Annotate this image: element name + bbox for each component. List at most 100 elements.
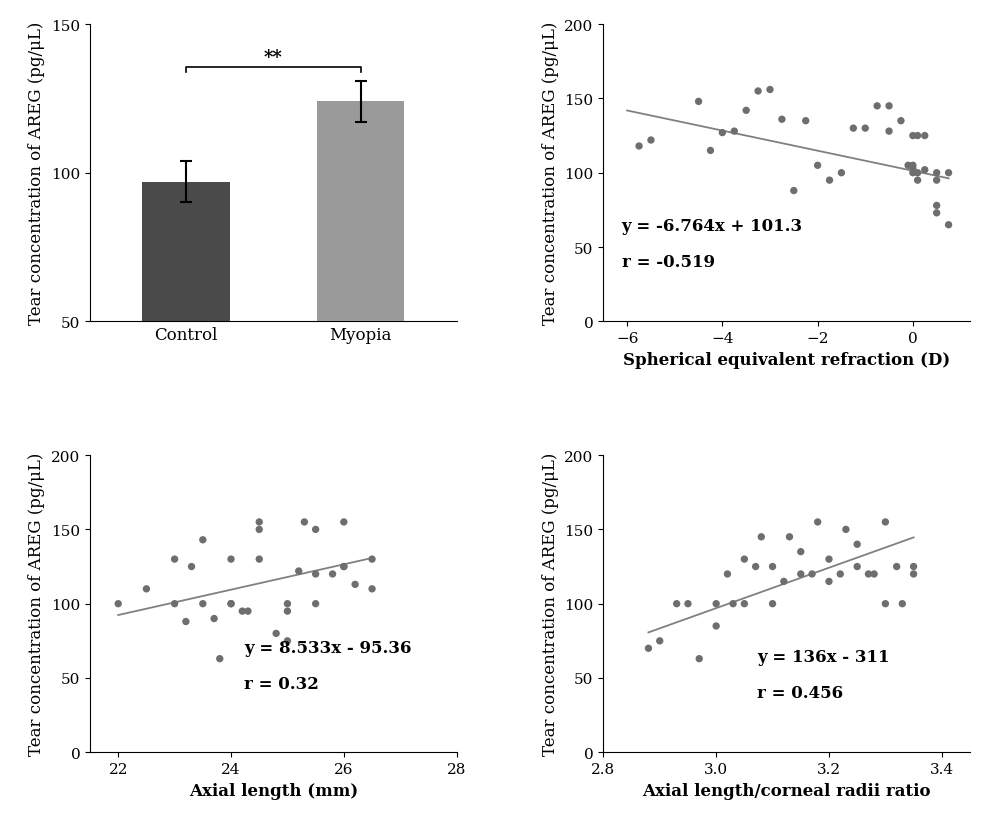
Text: y = -6.764x + 101.3: y = -6.764x + 101.3 — [622, 218, 803, 235]
Point — [750, 85, 766, 99]
Point — [906, 560, 922, 573]
Point — [941, 167, 957, 181]
Point — [774, 114, 790, 127]
Point — [736, 553, 752, 566]
Point — [138, 583, 154, 596]
Point — [821, 553, 837, 566]
Point — [195, 533, 211, 547]
Point — [793, 545, 809, 558]
Point — [714, 127, 730, 140]
Y-axis label: Tear concentration of AREG (pg/μL): Tear concentration of AREG (pg/μL) — [542, 22, 559, 325]
Point — [251, 523, 267, 537]
Y-axis label: Tear concentration of AREG (pg/μL): Tear concentration of AREG (pg/μL) — [542, 452, 559, 756]
Point — [631, 140, 647, 154]
Point — [776, 575, 792, 589]
Text: y = 8.533x - 95.36: y = 8.533x - 95.36 — [244, 640, 412, 656]
Point — [838, 523, 854, 537]
Point — [223, 597, 239, 610]
Point — [910, 167, 926, 181]
Point — [736, 597, 752, 610]
Point — [691, 95, 707, 109]
Point — [832, 568, 848, 581]
Point — [652, 635, 668, 648]
Point — [798, 115, 814, 128]
Point — [184, 560, 200, 573]
Bar — [317, 102, 404, 471]
Point — [869, 100, 885, 114]
Point — [900, 160, 916, 173]
Point — [810, 516, 826, 529]
Point — [178, 615, 194, 629]
Point — [910, 130, 926, 143]
Point — [234, 604, 250, 618]
Point — [167, 553, 183, 566]
Point — [845, 122, 861, 135]
Point — [793, 568, 809, 581]
Point — [753, 531, 769, 544]
Point — [640, 642, 656, 655]
Point — [889, 560, 905, 573]
Point — [691, 652, 707, 665]
X-axis label: Axial length/corneal radii ratio: Axial length/corneal radii ratio — [642, 782, 931, 798]
Point — [308, 568, 324, 581]
Point — [786, 185, 802, 198]
Point — [325, 568, 341, 581]
Point — [877, 516, 893, 529]
Point — [765, 560, 781, 573]
Y-axis label: Tear concentration of AREG (pg/μL): Tear concentration of AREG (pg/μL) — [28, 22, 45, 325]
Point — [308, 523, 324, 537]
X-axis label: Axial length (mm): Axial length (mm) — [189, 782, 358, 798]
Point — [849, 538, 865, 551]
Point — [762, 84, 778, 97]
Point — [929, 206, 945, 220]
Point — [708, 597, 724, 610]
Point — [223, 597, 239, 610]
Text: r = -0.519: r = -0.519 — [622, 253, 715, 271]
Bar — [142, 182, 230, 471]
Point — [336, 560, 352, 573]
Point — [680, 597, 696, 610]
Point — [765, 597, 781, 610]
Point — [941, 219, 957, 232]
Point — [223, 553, 239, 566]
Text: r = 0.456: r = 0.456 — [757, 684, 843, 701]
Point — [702, 145, 718, 158]
Point — [279, 635, 295, 648]
Point — [810, 160, 826, 173]
Point — [905, 130, 921, 143]
Point — [708, 619, 724, 633]
Point — [781, 531, 797, 544]
Point — [857, 122, 873, 135]
Point — [905, 160, 921, 173]
Point — [364, 553, 380, 566]
Point — [296, 516, 312, 529]
Point — [905, 162, 921, 176]
Point — [893, 115, 909, 128]
Point — [905, 167, 921, 181]
Y-axis label: Tear concentration of AREG (pg/μL): Tear concentration of AREG (pg/μL) — [28, 452, 45, 756]
Point — [881, 100, 897, 114]
Point — [251, 553, 267, 566]
Point — [364, 583, 380, 596]
Point — [195, 597, 211, 610]
Point — [881, 125, 897, 139]
Point — [822, 174, 838, 187]
Point — [336, 516, 352, 529]
Point — [866, 568, 882, 581]
Point — [917, 164, 933, 177]
Point — [877, 597, 893, 610]
Point — [279, 597, 295, 610]
Point — [849, 560, 865, 573]
Point — [291, 564, 307, 578]
Point — [929, 200, 945, 213]
Point — [906, 568, 922, 581]
Point — [347, 578, 363, 591]
Point — [748, 560, 764, 573]
Point — [110, 597, 126, 610]
Text: y = 136x - 311: y = 136x - 311 — [757, 649, 890, 665]
Point — [738, 104, 754, 118]
Text: r = 0.32: r = 0.32 — [244, 675, 319, 692]
Point — [917, 130, 933, 143]
Point — [725, 597, 741, 610]
Point — [929, 174, 945, 187]
